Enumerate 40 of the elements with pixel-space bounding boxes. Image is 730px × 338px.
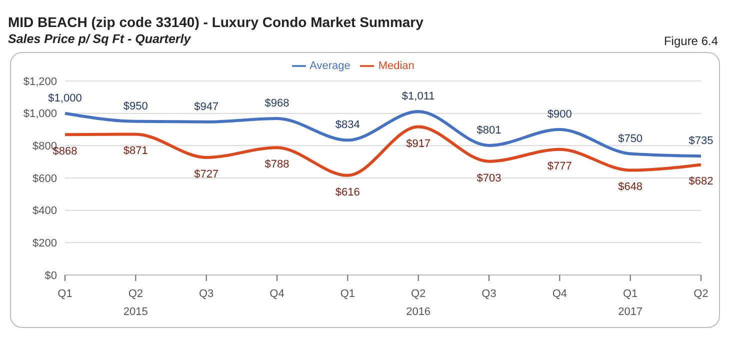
x-tick-label: Q4	[552, 288, 568, 300]
data-label: $703	[476, 172, 502, 184]
data-label: $750	[618, 132, 643, 145]
data-label: $777	[547, 160, 572, 172]
data-label: $900	[547, 108, 572, 120]
data-label: $727	[194, 168, 219, 180]
caption: Figure 6.4	[664, 34, 718, 48]
data-label: $648	[618, 181, 643, 194]
y-tick-label: $600	[32, 172, 57, 185]
data-label: $735	[688, 135, 714, 148]
x-tick-label: Q2 2016	[406, 288, 431, 318]
legend-label: Average	[310, 60, 350, 72]
y-tick-label: $0	[44, 270, 57, 282]
y-tick-label: $200	[32, 238, 57, 250]
data-label: $1,011	[402, 90, 435, 103]
data-label: $947	[194, 100, 219, 113]
data-label: $1,000	[48, 92, 82, 104]
chart-subtitle: Sales Price p/ Sq Ft - Quarterly	[8, 32, 191, 46]
legend-label: Median	[378, 60, 414, 72]
x-tick-label: Q1	[340, 288, 356, 300]
data-label: $801	[476, 124, 502, 137]
data-label: $968	[264, 98, 290, 110]
chart-title: MID BEACH (zip code 33140) - Luxury Condo Market Summary	[8, 14, 424, 30]
data-label: $871	[123, 145, 148, 158]
data-label: $788	[264, 158, 290, 171]
data-label: $834	[335, 119, 360, 132]
x-tick-label: Q4	[270, 288, 284, 300]
data-label: $616	[335, 186, 360, 198]
y-tick-label: $1,000	[23, 108, 57, 120]
x-tick-label: Q1 2017	[618, 288, 643, 318]
x-tick-label: Q1	[58, 288, 72, 300]
x-tick-label: Q3	[482, 288, 496, 300]
x-tick-label: Q3	[198, 288, 214, 300]
data-label: $682	[688, 176, 714, 188]
x-tick-label: Q2 2015	[123, 288, 148, 318]
data-label: $917	[406, 138, 431, 150]
data-label: $950	[123, 100, 148, 112]
x-tick-label: Q2	[694, 288, 708, 300]
y-tick-label: $400	[32, 205, 57, 218]
y-tick-label: $1,200	[23, 76, 57, 88]
